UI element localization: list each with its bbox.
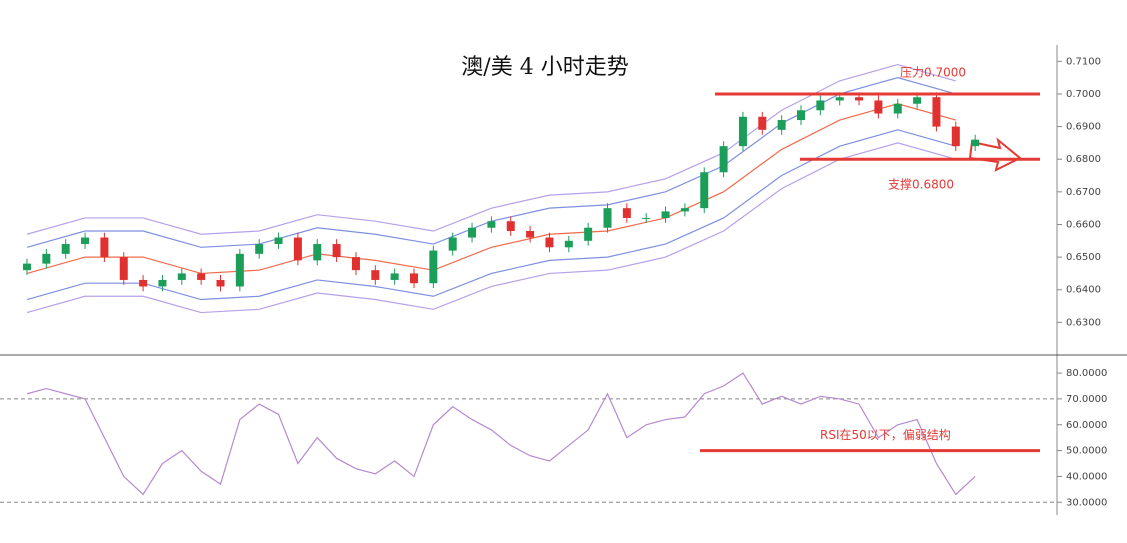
candle-body [564,240,573,248]
candle-body [487,221,496,228]
candle-body [429,250,438,284]
candle-body [313,244,322,261]
candle-body [119,257,128,280]
level-label: RSI在50以下，偏弱结构 [820,427,951,442]
candle-body [932,97,941,127]
candle-body [642,217,651,219]
y-tick-label: 40.0000 [1066,471,1107,482]
candle-body [235,253,244,287]
candle-body [816,100,825,111]
y-tick-label: 70.0000 [1066,394,1107,405]
y-tick-label: 30.0000 [1066,497,1107,508]
candle-body [81,237,90,245]
candle-body [719,146,728,173]
candle-body [448,237,457,251]
candle-body [603,208,612,228]
y-tick-label: 80.0000 [1066,368,1107,379]
candle-body [255,244,264,254]
candle-body [584,227,593,241]
candle-body [526,231,535,238]
candle-body [410,273,418,284]
candle-body [913,97,922,104]
candle-body [158,279,167,287]
rsi-line [26,372,976,496]
band-line [26,142,956,314]
candle-body [332,244,341,258]
band-line [26,63,956,235]
candle-body [893,103,902,114]
candle-body [177,273,186,280]
candle-body [855,97,864,101]
candle-body [506,221,515,231]
y-tick-label: 0.6600 [1066,219,1101,230]
candle-body [61,244,70,254]
candle-body [390,273,399,280]
candle-body [835,97,844,101]
candle-body [700,172,709,209]
candle-body [274,237,283,245]
candle-body [738,116,747,147]
candle-body [622,208,631,218]
candle-body [661,211,670,218]
candle-body [351,257,360,271]
y-tick-label: 0.6700 [1066,187,1101,198]
candle-body [951,126,960,147]
level-label: 支撑0.6800 [888,177,954,192]
y-tick-label: 0.6500 [1066,252,1101,263]
y-tick-label: 60.0000 [1066,420,1107,431]
candle-body [545,237,554,248]
candle-body [197,273,206,280]
candle-body [680,208,689,212]
y-tick-label: 0.6800 [1066,154,1101,165]
candle-body [139,279,148,287]
y-tick-label: 0.7100 [1066,56,1101,67]
candle-body [777,120,786,130]
band-line [26,129,956,301]
candle-body [874,100,883,114]
band-line [26,103,956,275]
candle-body [797,110,805,121]
candle-body [971,139,980,147]
level-label: 压力0.7000 [900,65,966,79]
y-tick-label: 0.6900 [1066,122,1101,133]
candle-body [293,237,302,261]
chart-title: 澳/美 4 小时走势 [461,55,628,80]
candle-body [23,263,31,271]
candle-body [371,270,380,280]
candle-body [758,116,767,130]
candle-body [42,253,51,264]
candle-body [100,237,109,258]
y-tick-label: 0.6300 [1066,317,1101,328]
y-tick-label: 0.7000 [1066,89,1101,100]
candle-body [468,227,477,238]
y-tick-label: 0.6400 [1066,285,1101,296]
y-tick-label: 50.0000 [1066,446,1107,457]
candle-body [216,279,225,287]
